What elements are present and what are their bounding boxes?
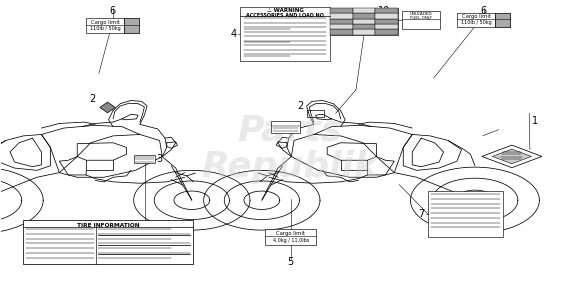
Bar: [457, 13, 510, 27]
Bar: [353, 30, 375, 35]
Bar: [353, 19, 375, 24]
Text: 4.0kg / 11.0lbs: 4.0kg / 11.0lbs: [273, 238, 309, 243]
Polygon shape: [492, 149, 532, 164]
Bar: [330, 13, 353, 19]
Polygon shape: [482, 145, 542, 168]
Polygon shape: [100, 102, 115, 113]
Text: 3: 3: [157, 154, 163, 164]
Bar: [86, 18, 140, 33]
Text: ⚠ WARNING: ⚠ WARNING: [267, 8, 303, 13]
Bar: [353, 24, 375, 30]
Bar: [23, 220, 193, 264]
Bar: [265, 229, 316, 244]
Text: TIRE INFORMATION: TIRE INFORMATION: [76, 223, 139, 228]
Bar: [495, 13, 510, 27]
Text: 1: 1: [532, 117, 538, 126]
Text: 7: 7: [418, 209, 424, 218]
Bar: [375, 19, 398, 24]
Bar: [428, 190, 503, 237]
Bar: [353, 13, 375, 19]
Text: ACCESSORIES AND LOAD NO: ACCESSORIES AND LOAD NO: [246, 13, 324, 18]
Bar: [134, 155, 156, 163]
Text: 6: 6: [481, 6, 486, 16]
Bar: [375, 8, 398, 13]
Text: Cargo limit: Cargo limit: [461, 14, 490, 19]
Bar: [330, 30, 353, 35]
Text: Cargo limit: Cargo limit: [276, 231, 305, 236]
Bar: [330, 19, 353, 24]
Text: 110lb / 50kg: 110lb / 50kg: [90, 26, 120, 31]
Bar: [375, 30, 398, 35]
Text: 10: 10: [378, 6, 390, 16]
Bar: [330, 8, 353, 13]
Bar: [375, 24, 398, 30]
Bar: [124, 18, 140, 33]
Bar: [307, 110, 324, 117]
Text: UNLEADED
FUEL ONLY: UNLEADED FUEL ONLY: [409, 12, 432, 20]
Text: 5: 5: [288, 257, 294, 267]
Text: Parts
Republik: Parts Republik: [201, 114, 378, 184]
Bar: [375, 13, 398, 19]
Text: 2: 2: [297, 101, 303, 111]
Text: 110lb / 50kg: 110lb / 50kg: [461, 20, 492, 25]
Text: 2: 2: [89, 94, 95, 104]
Bar: [271, 121, 300, 133]
Text: Cargo limit: Cargo limit: [91, 20, 120, 25]
Bar: [330, 8, 398, 35]
Text: 6: 6: [109, 6, 116, 16]
Bar: [330, 24, 353, 30]
Bar: [402, 11, 439, 29]
Bar: [240, 7, 330, 61]
Text: 4: 4: [230, 29, 236, 39]
Bar: [353, 8, 375, 13]
